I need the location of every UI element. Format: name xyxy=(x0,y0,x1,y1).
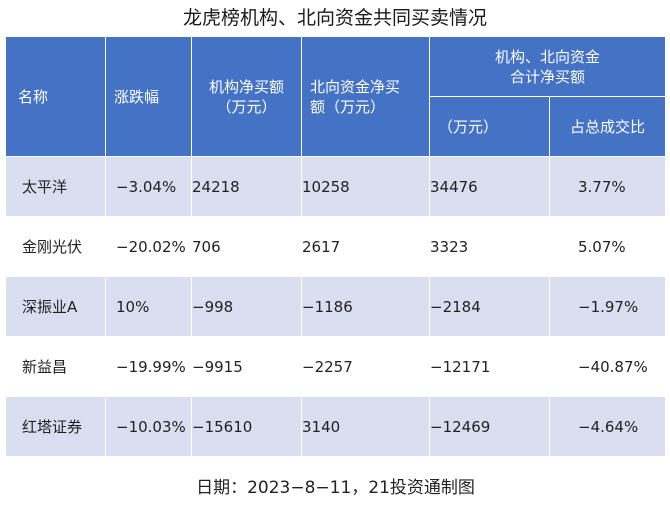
cell-name: 新益昌 xyxy=(5,336,106,397)
table-title: 龙虎榜机构、北向资金共同买卖情况 xyxy=(182,7,487,29)
cell-combined: −12469 xyxy=(429,396,550,457)
header-combined-text: 机构、北向资金 合计净买额 xyxy=(495,47,601,86)
cell-combined: 3323 xyxy=(429,216,550,277)
cell-north: −2257 xyxy=(301,336,430,397)
cell-ratio: −1.97% xyxy=(548,276,667,337)
cell-north: −1186 xyxy=(301,276,430,337)
cell-name: 金刚光伏 xyxy=(5,216,106,277)
cell-name: 红塔证券 xyxy=(5,396,106,457)
cell-ratio: 5.07% xyxy=(548,216,667,277)
table-row: 深振业A 10% −998 −1186 −2184 −1.97% xyxy=(5,276,667,337)
cell-north: 10258 xyxy=(301,156,430,217)
table-row: 红塔证券 −10.03% −15610 3140 −12469 −4.64% xyxy=(5,396,667,457)
cell-change: −3.04% xyxy=(105,156,192,217)
cell-name: 深振业A xyxy=(5,276,106,337)
header-inst: 机构净买额 （万元） xyxy=(191,36,302,157)
footer-note: 日期：2023−8−11，21投资通制图 xyxy=(4,456,667,515)
cell-change: −20.02% xyxy=(105,216,192,277)
cell-inst: −998 xyxy=(191,276,302,337)
table-row: 新益昌 −19.99% −9915 −2257 −12171 −40.87% xyxy=(5,336,667,397)
cell-inst: 706 xyxy=(191,216,302,277)
cell-combined: −2184 xyxy=(429,276,550,337)
cell-ratio: −4.64% xyxy=(548,396,667,457)
cell-north: 3140 xyxy=(301,396,430,457)
header-name: 名称 xyxy=(5,36,106,157)
header-combined-unit: （万元） xyxy=(429,96,550,157)
cell-change: −19.99% xyxy=(105,336,192,397)
cell-inst: −9915 xyxy=(191,336,302,397)
cell-inst: 24218 xyxy=(191,156,302,217)
cell-combined: 34476 xyxy=(429,156,550,217)
header-inst-text: 机构净买额 （万元） xyxy=(208,77,284,116)
table-row: 太平洋 −3.04% 24218 10258 34476 3.77% xyxy=(5,156,667,217)
header-ratio: 占总成交比 xyxy=(548,96,667,157)
cell-ratio: 3.77% xyxy=(548,156,667,217)
cell-inst: −15610 xyxy=(191,396,302,457)
cell-combined: −12171 xyxy=(429,336,550,397)
header-change: 涨跌幅 xyxy=(105,36,192,157)
cell-name: 太平洋 xyxy=(5,156,106,217)
header-north-text: 北向资金净买 额（万元） xyxy=(310,77,401,116)
cell-ratio: −40.87% xyxy=(548,336,667,397)
header-north: 北向资金净买 额（万元） xyxy=(301,36,430,157)
cell-north: 2617 xyxy=(301,216,430,277)
header-combined: 机构、北向资金 合计净买额 xyxy=(428,36,667,97)
lhb-table: 名称 涨跌幅 机构净买额 （万元） 北向资金净买 额（万元） 机构、北向资金 合… xyxy=(4,36,667,515)
cell-change: 10% xyxy=(105,276,192,337)
table-row: 金刚光伏 −20.02% 706 2617 3323 5.07% xyxy=(5,216,667,277)
cell-change: −10.03% xyxy=(105,396,192,457)
